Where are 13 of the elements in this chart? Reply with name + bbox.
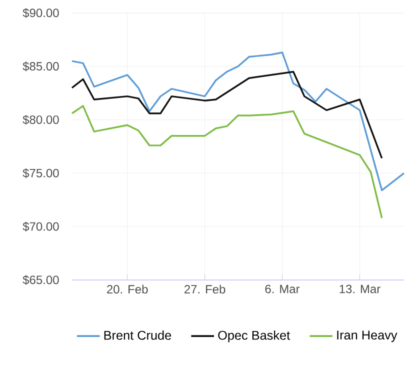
legend-label: Brent Crude bbox=[104, 330, 172, 340]
y-tick-label: $80.00 bbox=[22, 114, 59, 125]
y-tick-label: $75.00 bbox=[22, 168, 59, 178]
legend-label: Opec Basket bbox=[218, 330, 290, 342]
y-tick-label: $65.00 bbox=[22, 275, 59, 285]
x-tick-label: 20. Feb bbox=[107, 284, 148, 294]
x-tick-label: 13. Mar bbox=[340, 284, 380, 294]
y-tick-label: $70.00 bbox=[22, 222, 59, 232]
legend-label: Iran Heavy bbox=[337, 330, 398, 342]
y-tick-label: $85.00 bbox=[22, 62, 59, 72]
x-tick-label: 6. Mar bbox=[265, 284, 300, 294]
x-tick-label: 27. Feb bbox=[184, 284, 226, 294]
y-tick-label: $90.00 bbox=[22, 8, 59, 18]
